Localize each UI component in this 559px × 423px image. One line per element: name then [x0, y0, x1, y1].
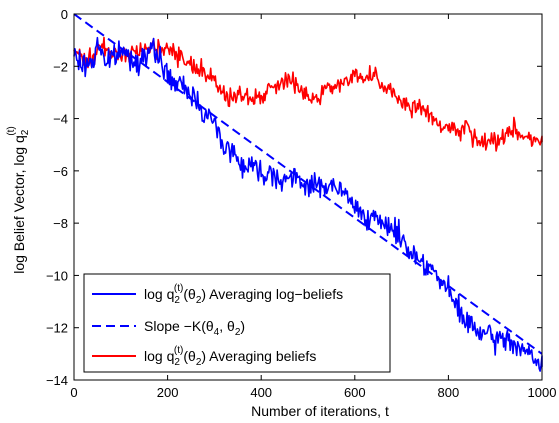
- legend-label: Slope −K(θ4, θ2): [144, 318, 245, 338]
- legend-label: log q2(t)(θ2) Averaging beliefs: [144, 345, 316, 368]
- y-tick-label: −10: [46, 268, 68, 283]
- y-axis-label: log Belief Vector, log q2(t): [6, 126, 31, 274]
- y-axis-label-main: log Belief Vector, log q: [11, 135, 27, 274]
- y-tick-label: −8: [53, 216, 68, 231]
- legend-label: log q2(t)(θ2) Averaging log−beliefs: [144, 283, 343, 306]
- y-tick-label: −4: [53, 112, 68, 127]
- series-line-log-beliefs: [73, 36, 543, 372]
- y-axis-label-superscript: (t): [6, 126, 17, 135]
- x-tick-label: 1000: [528, 385, 557, 400]
- x-tick-label: 600: [344, 385, 366, 400]
- axes: 0 200 400 600 800 1000 −14 −12 −10 −8 −6 −4 −2 0: [46, 7, 557, 400]
- y-axis-label-subscript: 2: [20, 129, 31, 135]
- x-axis-label: Number of iterations, t: [251, 403, 389, 419]
- x-tick-label: 800: [438, 385, 460, 400]
- y-tick-label: −6: [53, 164, 68, 179]
- x-tick-label: 200: [157, 385, 179, 400]
- y-tick-label: −12: [46, 321, 68, 336]
- y-tick-label: −2: [53, 59, 68, 74]
- series-line-slope: [73, 13, 543, 355]
- plot-area: [73, 13, 543, 372]
- x-tick-label: 0: [70, 385, 77, 400]
- legend: log q2(t)(θ2) Averaging log−beliefs Slope…: [83, 273, 391, 373]
- y-tick-label: 0: [61, 7, 68, 22]
- axes-frame: [73, 13, 543, 381]
- x-tick-label: 400: [250, 385, 272, 400]
- y-tick-label: −14: [46, 373, 68, 388]
